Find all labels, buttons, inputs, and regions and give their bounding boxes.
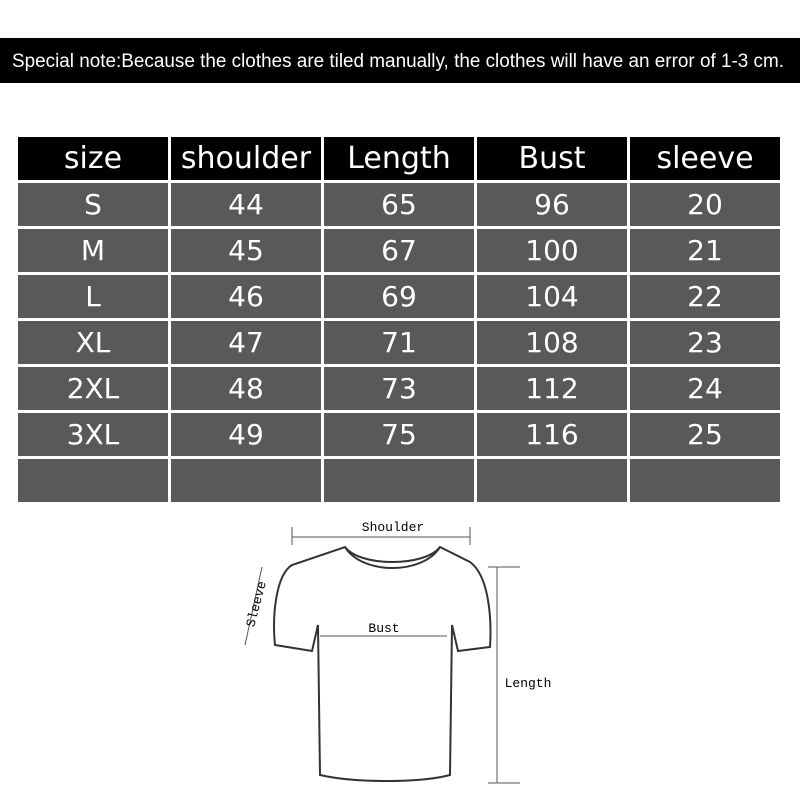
- table-cell: 75: [324, 413, 474, 456]
- table-cell: 96: [477, 183, 627, 226]
- tshirt-outline: [273, 545, 492, 782]
- table-cell: 21: [630, 229, 780, 272]
- table-cell: 22: [630, 275, 780, 318]
- table-cell: 116: [477, 413, 627, 456]
- tshirt-diagram: Shoulder Bust Length Sleeve: [243, 520, 552, 784]
- length-label: Length: [505, 676, 552, 691]
- table-cell: 44: [171, 183, 321, 226]
- sleeve-label: Sleeve: [243, 580, 270, 629]
- table-row: M 45 67 100 21: [18, 229, 780, 272]
- table-cell: 47: [171, 321, 321, 364]
- table-row: 2XL 48 73 112 24: [18, 367, 780, 410]
- table-cell: 3XL: [18, 413, 168, 456]
- table-row: 3XL 49 75 116 25: [18, 413, 780, 456]
- table-cell: M: [18, 229, 168, 272]
- table-row: XL 47 71 108 23: [18, 321, 780, 364]
- table-cell: 104: [477, 275, 627, 318]
- table-cell: 67: [324, 229, 474, 272]
- table-row: L 46 69 104 22: [18, 275, 780, 318]
- header-cell: Bust: [477, 137, 627, 180]
- empty-cell: [324, 459, 474, 502]
- table-cell: S: [18, 183, 168, 226]
- header-cell: sleeve: [630, 137, 780, 180]
- header-cell: shoulder: [171, 137, 321, 180]
- table-cell: 49: [171, 413, 321, 456]
- table-cell: 23: [630, 321, 780, 364]
- table-cell: 24: [630, 367, 780, 410]
- empty-cell: [477, 459, 627, 502]
- table-cell: 65: [324, 183, 474, 226]
- note-banner: Special note:Because the clothes are til…: [0, 38, 800, 83]
- table-cell: XL: [18, 321, 168, 364]
- header-row: size shoulder Length Bust sleeve: [18, 137, 780, 180]
- table-row: S 44 65 96 20: [18, 183, 780, 226]
- header-cell: Length: [324, 137, 474, 180]
- shoulder-label: Shoulder: [362, 520, 424, 535]
- empty-row: [18, 459, 780, 502]
- table-cell: 73: [324, 367, 474, 410]
- table-cell: 46: [171, 275, 321, 318]
- table-cell: 69: [324, 275, 474, 318]
- table-cell: L: [18, 275, 168, 318]
- empty-cell: [18, 459, 168, 502]
- note-text: Special note:Because the clothes are til…: [12, 51, 784, 72]
- table-cell: 25: [630, 413, 780, 456]
- table-cell: 48: [171, 367, 321, 410]
- bust-label: Bust: [368, 621, 399, 636]
- measure-lines: [244, 527, 520, 784]
- table-cell: 71: [324, 321, 474, 364]
- size-table: size shoulder Length Bust sleeve S 44 65 96 20 M 45…: [15, 134, 783, 505]
- table-cell: 2XL: [18, 367, 168, 410]
- empty-cell: [630, 459, 780, 502]
- empty-cell: [171, 459, 321, 502]
- table-cell: 20: [630, 183, 780, 226]
- table-cell: 45: [171, 229, 321, 272]
- table-cell: 112: [477, 367, 627, 410]
- table-cell: 108: [477, 321, 627, 364]
- table-cell: 100: [477, 229, 627, 272]
- header-cell: size: [18, 137, 168, 180]
